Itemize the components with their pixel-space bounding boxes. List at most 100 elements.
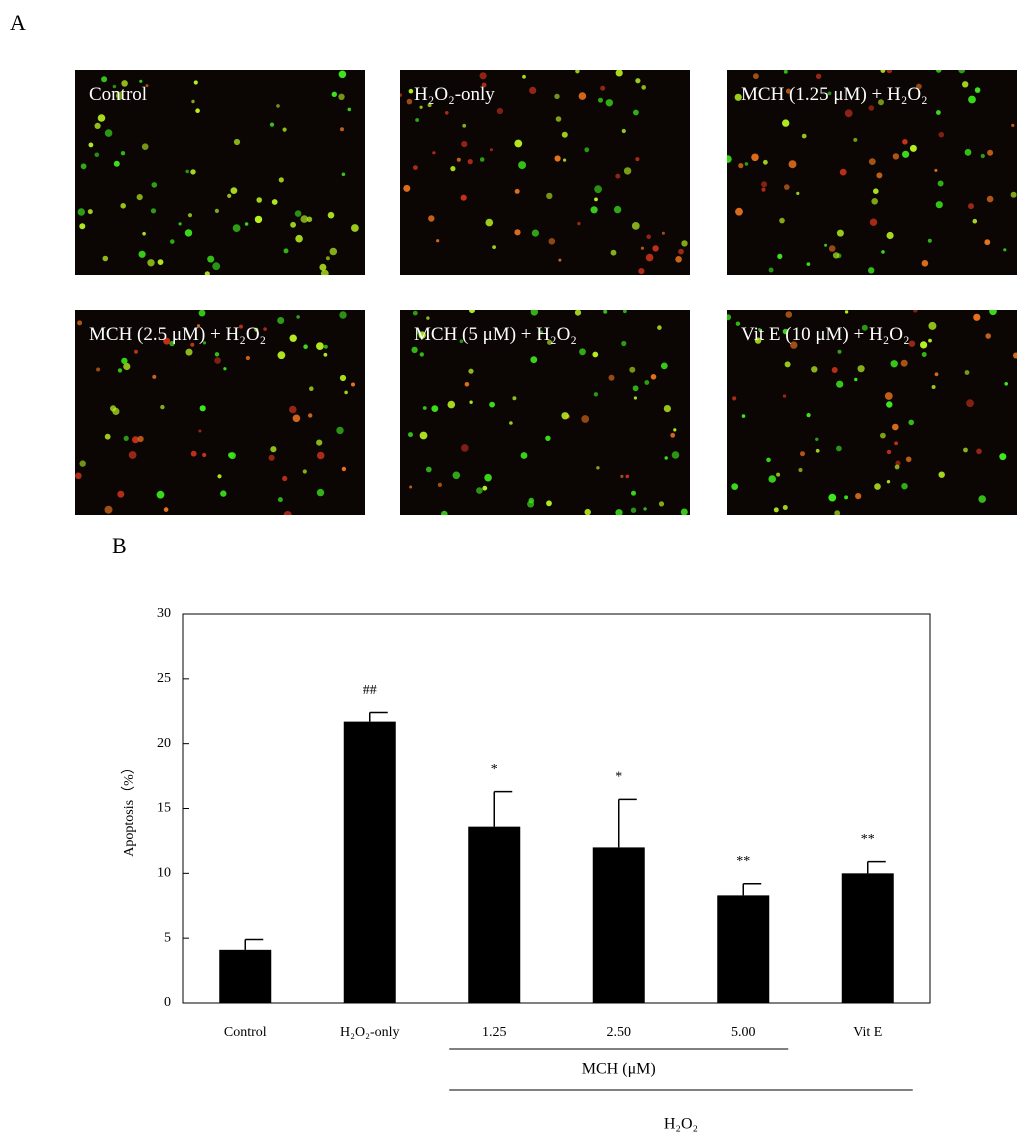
cell <box>633 109 639 116</box>
significance-label: ## <box>363 683 377 698</box>
cell <box>101 76 108 83</box>
cell <box>436 239 440 243</box>
cell <box>563 158 567 162</box>
cell <box>460 194 467 201</box>
cell <box>198 310 206 317</box>
micrograph-label: MCH (2.5 μM) + H₂O₂ <box>89 324 267 345</box>
cell <box>217 474 222 479</box>
cell <box>632 385 639 392</box>
cell <box>857 365 865 373</box>
cell <box>271 199 278 205</box>
cell <box>966 399 974 408</box>
cell <box>886 401 893 408</box>
cell <box>908 419 914 426</box>
cell <box>419 352 424 357</box>
cell <box>892 153 900 160</box>
cell <box>584 508 591 515</box>
cell <box>800 451 805 457</box>
cell <box>782 119 790 127</box>
cell <box>978 495 986 503</box>
cell <box>590 206 598 214</box>
cell <box>768 475 776 483</box>
y-tick-label: 15 <box>157 801 171 816</box>
cell <box>968 203 974 210</box>
cell <box>1013 352 1017 359</box>
cells <box>727 70 1017 274</box>
cell <box>193 80 198 85</box>
cell <box>831 367 838 373</box>
cell <box>836 445 842 452</box>
cell <box>292 414 301 423</box>
cell <box>880 432 886 439</box>
cell <box>579 348 586 356</box>
micrograph-label: MCH (1.25 μM) + H₂O₂ <box>741 84 928 105</box>
cell <box>577 221 581 226</box>
cell <box>880 70 886 73</box>
cell <box>546 500 552 507</box>
cell <box>815 437 819 441</box>
cell <box>901 483 908 490</box>
cell <box>428 215 435 222</box>
cell <box>469 400 473 404</box>
bar <box>841 873 894 1003</box>
cell <box>509 421 513 425</box>
cell <box>985 333 991 339</box>
cell <box>545 435 551 441</box>
cell <box>214 208 219 213</box>
cell <box>263 327 267 331</box>
cell <box>548 238 556 245</box>
x-tick-label: 5.00 <box>731 1025 756 1040</box>
cell <box>325 256 330 261</box>
cell <box>779 217 785 224</box>
group-label: MCH (μM) <box>582 1061 656 1078</box>
cell <box>658 501 665 507</box>
y-tick-label: 10 <box>157 866 171 881</box>
cell <box>97 114 106 122</box>
cell <box>873 188 879 194</box>
cell <box>827 91 832 96</box>
plot-frame <box>182 613 931 1004</box>
cell <box>152 374 157 379</box>
significance-label: ** <box>861 832 875 847</box>
cell <box>832 252 840 259</box>
cell <box>782 328 789 335</box>
cell <box>479 157 485 162</box>
cell <box>94 152 100 158</box>
cell <box>986 195 994 203</box>
cell <box>202 341 207 345</box>
cell <box>902 139 908 145</box>
cell <box>110 405 117 412</box>
cell <box>197 324 200 328</box>
cell <box>964 370 970 375</box>
y-tick-label: 0 <box>164 995 171 1010</box>
cell <box>673 428 677 432</box>
cell <box>220 490 227 497</box>
cell <box>452 471 461 480</box>
cell <box>643 507 647 511</box>
cell <box>403 184 411 192</box>
cell <box>461 141 468 148</box>
cell <box>323 352 328 357</box>
cell <box>456 157 461 162</box>
bar <box>219 949 272 1003</box>
cell <box>316 342 324 350</box>
cell <box>581 415 590 423</box>
cell <box>861 324 868 331</box>
cell <box>408 432 413 438</box>
cell <box>927 238 932 243</box>
y-tick-label: 20 <box>157 736 171 751</box>
cell <box>558 258 562 262</box>
cell <box>302 469 307 474</box>
cell <box>120 151 126 156</box>
micrograph-label: Control <box>89 84 148 105</box>
micrograph: MCH (5 μM) + H₂O₂ <box>400 310 690 515</box>
cell <box>796 191 800 195</box>
cell <box>727 314 732 321</box>
cell <box>894 441 898 446</box>
cell <box>868 158 876 165</box>
cell <box>554 93 560 100</box>
cell <box>751 153 759 162</box>
cell <box>514 229 521 236</box>
cell <box>75 472 82 480</box>
cell <box>232 224 241 233</box>
